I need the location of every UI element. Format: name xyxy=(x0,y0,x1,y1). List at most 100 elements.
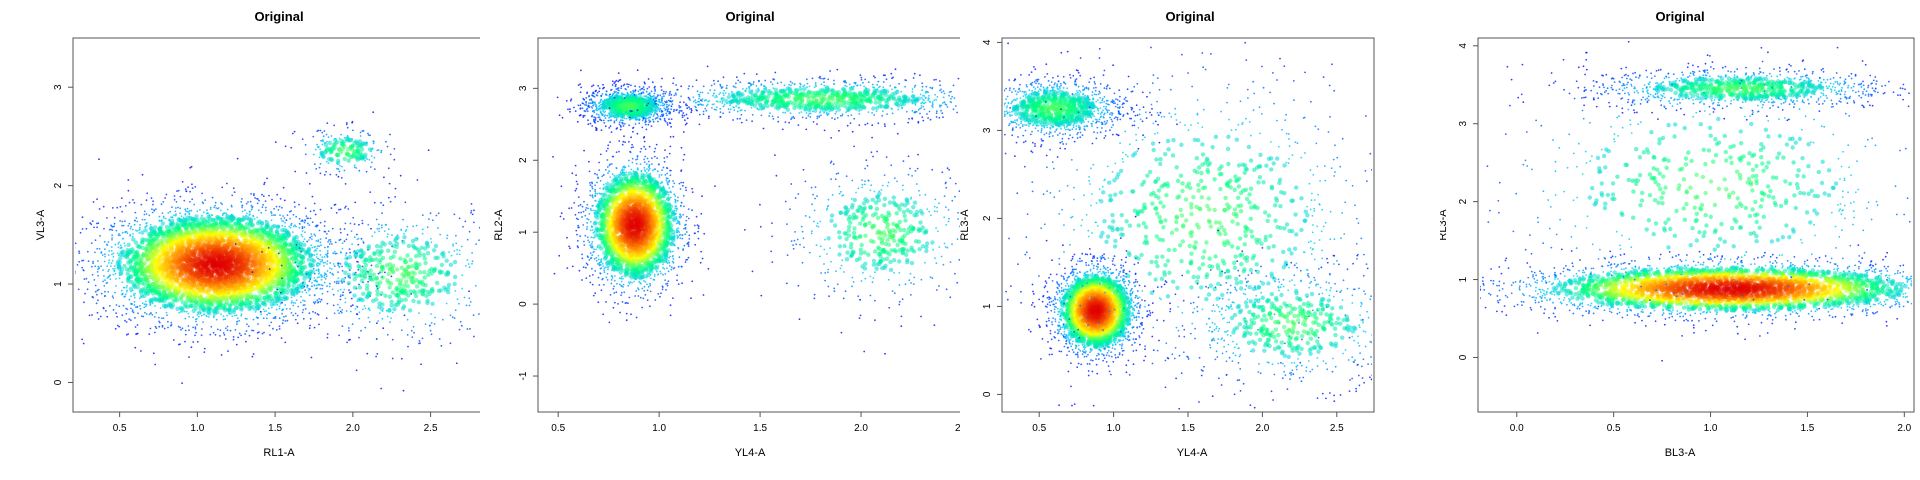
scatter-point xyxy=(398,256,403,261)
scatter-point xyxy=(254,197,256,199)
scatter-point xyxy=(174,210,177,213)
scatter-point xyxy=(200,334,203,337)
scatter-point xyxy=(370,257,376,263)
scatter-point xyxy=(343,288,346,291)
scatter-point xyxy=(360,329,362,332)
scatter-point xyxy=(119,234,121,237)
scatter-point xyxy=(154,238,159,243)
scatter-point xyxy=(325,317,328,320)
scatter-point xyxy=(326,333,329,335)
scatter-point xyxy=(370,277,375,282)
scatter-point xyxy=(117,260,123,265)
scatter-point xyxy=(244,209,246,212)
scatter-point xyxy=(456,298,459,301)
scatter-point xyxy=(285,219,288,222)
x-tick-label: 0.5 xyxy=(113,423,127,434)
scatter-point xyxy=(357,268,360,271)
scatter-point xyxy=(244,333,247,335)
scatter-point xyxy=(104,290,106,293)
scatter-point xyxy=(381,317,384,320)
scatter-point xyxy=(319,238,322,241)
scatter-point xyxy=(313,202,316,205)
scatter-point xyxy=(353,253,359,258)
scatter-point xyxy=(89,222,92,225)
scatter-point xyxy=(170,222,176,227)
scatter-point xyxy=(338,280,340,283)
scatter-point xyxy=(138,229,141,232)
scatter-point xyxy=(90,265,93,268)
scatter-point xyxy=(319,129,322,132)
scatter-point xyxy=(274,141,277,144)
scatter-point xyxy=(273,207,275,210)
scatter-point xyxy=(128,201,131,204)
scatter-point xyxy=(146,192,149,195)
scatter-point xyxy=(429,324,431,327)
scatter-point xyxy=(345,238,348,241)
scatter-point xyxy=(281,220,283,222)
scatter-point xyxy=(110,228,112,231)
scatter-point xyxy=(278,317,281,320)
scatter-point xyxy=(437,227,439,229)
scatter-point xyxy=(109,278,112,280)
scatter-point xyxy=(402,218,404,221)
scatter-point xyxy=(177,325,180,328)
scatter-point xyxy=(130,295,133,298)
scatter-point xyxy=(348,291,351,294)
scatter-point xyxy=(111,238,113,241)
scatter-point xyxy=(327,241,329,243)
scatter-point xyxy=(454,309,457,312)
scatter-point xyxy=(189,166,192,169)
scatter-point xyxy=(140,230,145,235)
scatter-point xyxy=(318,166,321,169)
scatter-point xyxy=(309,210,312,213)
scatter-point xyxy=(391,357,394,360)
scatter-point xyxy=(236,157,239,160)
scatter-point xyxy=(211,214,214,217)
scatter-point xyxy=(175,213,177,216)
scatter-point xyxy=(94,265,97,268)
scatter-point xyxy=(473,335,475,338)
scatter-point xyxy=(347,208,350,210)
scatter-point xyxy=(314,213,317,216)
scatter-point xyxy=(323,276,326,279)
scatter-point xyxy=(179,212,181,215)
scatter-point xyxy=(295,299,298,301)
scatter-point xyxy=(251,355,254,358)
scatter-point xyxy=(374,297,379,302)
scatter-point xyxy=(246,323,248,326)
scatter-point xyxy=(145,222,148,225)
scatter-point xyxy=(139,297,141,300)
scatter-point xyxy=(116,252,119,255)
scatter-point xyxy=(255,316,258,319)
scatter-point xyxy=(408,257,413,263)
scatter-point xyxy=(140,203,143,206)
scatter-point xyxy=(338,208,340,211)
scatter-point xyxy=(210,218,215,223)
scatter-point xyxy=(307,222,309,225)
scatter-point xyxy=(332,293,335,296)
scatter-point xyxy=(115,285,117,287)
scatter-point xyxy=(341,165,343,168)
scatter-point xyxy=(123,286,126,289)
scatter-point xyxy=(92,260,94,263)
scatter-point xyxy=(339,288,342,291)
scatter-point xyxy=(259,221,264,227)
scatter-point xyxy=(278,307,281,310)
scatter-point xyxy=(113,265,116,267)
scatter-point xyxy=(346,273,352,278)
scatter-point xyxy=(342,156,347,162)
scatter-point xyxy=(317,301,319,304)
scatter-point xyxy=(118,256,123,261)
scatter-point xyxy=(283,199,286,202)
scatter-point xyxy=(470,203,473,205)
scatter-point xyxy=(363,262,369,268)
scatter-point xyxy=(192,326,195,329)
scatter-point xyxy=(385,140,387,143)
scatter-point xyxy=(152,200,155,203)
scatter-point xyxy=(142,315,145,318)
scatter-point xyxy=(423,260,428,266)
scatter-point xyxy=(331,227,334,230)
scatter-point xyxy=(441,254,446,259)
scatter-point xyxy=(329,282,331,285)
scatter-point xyxy=(233,191,236,194)
